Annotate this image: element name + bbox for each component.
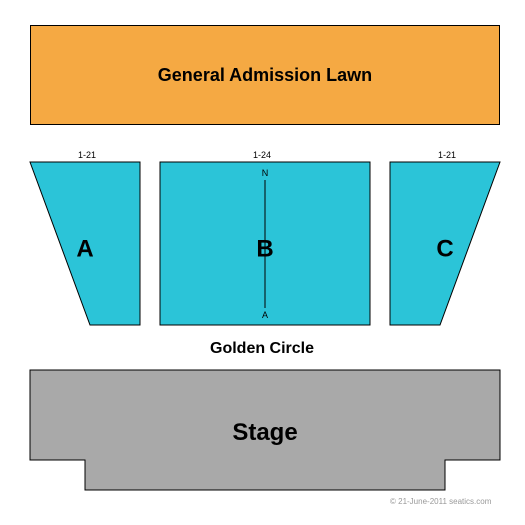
seating-chart: General Admission Lawn 1-21 1-24 1-21 A …: [0, 0, 525, 525]
stage-label: Stage: [232, 419, 297, 446]
stage-svg: Stage: [0, 0, 525, 525]
